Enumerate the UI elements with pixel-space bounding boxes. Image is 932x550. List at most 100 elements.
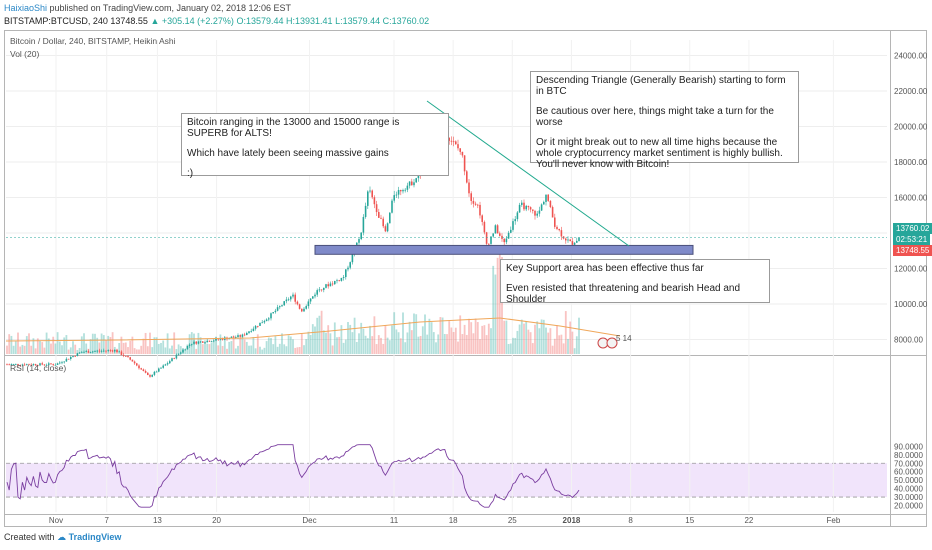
candle [373, 197, 376, 205]
candle [210, 341, 213, 343]
volume-bar [100, 333, 103, 354]
note-triangle-line2: Be cautious over here, things might take… [536, 106, 774, 128]
time-tick-label: 22 [744, 516, 753, 525]
candle [369, 190, 371, 192]
volume-bar [270, 338, 272, 354]
candle [8, 364, 10, 366]
volume-bar [538, 328, 541, 354]
candle [173, 358, 175, 360]
volume-bar [545, 327, 547, 354]
author-link[interactable]: HaixiaoShi [4, 3, 48, 13]
candle [149, 375, 151, 377]
candle [70, 357, 72, 359]
volume-bar [426, 334, 429, 354]
candle [151, 374, 153, 377]
volume-bar [250, 345, 253, 354]
candle [72, 356, 74, 358]
candle [37, 365, 39, 367]
candle [499, 233, 501, 236]
candle [358, 239, 360, 243]
created-with: Created with [4, 532, 55, 542]
volume-bar [140, 345, 143, 354]
note-alts[interactable]: Bitcoin ranging in the 13000 and 15000 r… [181, 113, 449, 179]
volume-bar [50, 343, 52, 354]
candle [39, 363, 41, 366]
candle [250, 330, 252, 332]
candle [411, 181, 413, 186]
note-alts-line2: Which have lately been seeing massive ga… [187, 148, 389, 159]
volume-bar [560, 334, 563, 354]
volume-bar [149, 332, 151, 354]
candle [188, 344, 191, 346]
candle [545, 194, 547, 202]
volume-bar [518, 324, 521, 354]
volume-bar [142, 338, 145, 354]
candle [516, 212, 519, 220]
candle [483, 221, 486, 233]
candle [12, 363, 15, 365]
volume-bar [67, 349, 70, 354]
candle [285, 299, 288, 302]
volume-bar [382, 343, 385, 354]
candle [301, 308, 303, 312]
candle [155, 371, 158, 373]
volume-bar [85, 343, 88, 354]
candle [120, 351, 123, 355]
candle [45, 364, 48, 366]
candle [65, 358, 68, 362]
candle [182, 349, 184, 353]
candle [485, 232, 488, 244]
volume-bar [10, 335, 13, 354]
volume-bar [529, 332, 532, 354]
volume-bar [276, 346, 279, 354]
candle [400, 190, 402, 192]
tradingview-link[interactable]: TradingView [68, 532, 122, 542]
candle [87, 351, 90, 353]
candle [94, 351, 96, 352]
volume-bar [446, 334, 448, 354]
volume-bar [25, 336, 28, 354]
volume-bar [120, 336, 123, 354]
volume-bar [470, 322, 473, 354]
candle [160, 367, 162, 369]
time-tick-label: 7 [104, 516, 109, 525]
volume-bar [391, 325, 393, 354]
candle [138, 365, 140, 369]
rsi-line [6, 444, 580, 508]
candle [246, 332, 248, 336]
candle [551, 207, 554, 218]
candle [43, 364, 46, 366]
candle [492, 233, 494, 237]
candle [259, 322, 261, 326]
volume-bar [129, 340, 132, 354]
note-triangle[interactable]: Descending Triangle (Generally Bearish) … [530, 71, 799, 170]
volume-bar [151, 347, 154, 354]
ohlc-open: O:13579.44 [236, 16, 284, 26]
volume-bar [226, 348, 228, 354]
volume-bar [542, 319, 545, 354]
volume-bars [6, 250, 580, 354]
volume-bar [65, 335, 68, 354]
candle [219, 338, 222, 340]
note-support[interactable]: Key Support area has been effective thus… [500, 259, 770, 305]
volume-bar [329, 333, 332, 354]
volume-bar [133, 348, 136, 354]
note-alts-line1: Bitcoin ranging in the 13000 and 15000 r… [187, 117, 400, 139]
volume-bar [272, 344, 275, 354]
volume-bar [516, 330, 519, 354]
candle [109, 350, 112, 351]
volume-bar [292, 339, 294, 354]
volume-bar [450, 327, 453, 354]
note-triangle-line1: Descending Triangle (Generally Bearish) … [536, 75, 786, 97]
candle [103, 350, 105, 352]
descending-trendline [426, 100, 630, 247]
candle [309, 298, 312, 302]
volume-bar [384, 325, 387, 354]
note-support-line1: Key Support area has been effective thus… [506, 263, 704, 274]
volume-bar [483, 325, 486, 354]
candle [351, 254, 354, 263]
candle [525, 205, 527, 210]
volume-bar [355, 341, 358, 354]
candle [571, 241, 574, 245]
volume-bar [536, 321, 539, 354]
